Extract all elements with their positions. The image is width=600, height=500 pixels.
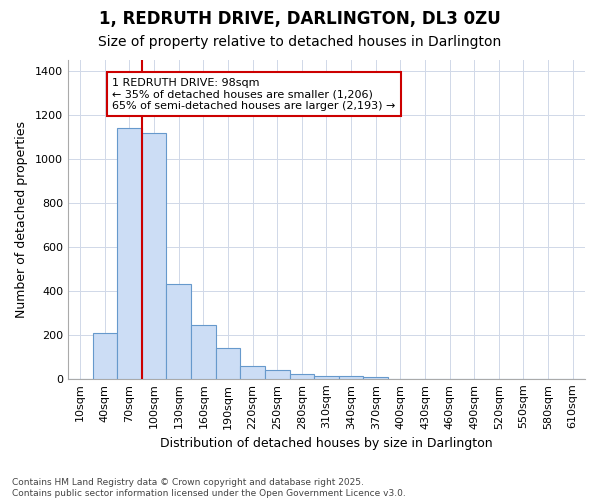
Bar — [314, 376, 339, 379]
Y-axis label: Number of detached properties: Number of detached properties — [15, 121, 28, 318]
Bar — [240, 366, 265, 379]
Bar — [191, 325, 215, 379]
Text: Contains HM Land Registry data © Crown copyright and database right 2025.
Contai: Contains HM Land Registry data © Crown c… — [12, 478, 406, 498]
Bar — [339, 376, 364, 379]
X-axis label: Distribution of detached houses by size in Darlington: Distribution of detached houses by size … — [160, 437, 493, 450]
Bar — [117, 128, 142, 379]
Bar — [215, 348, 240, 379]
Bar — [92, 332, 117, 379]
Text: 1 REDRUTH DRIVE: 98sqm
← 35% of detached houses are smaller (1,206)
65% of semi-: 1 REDRUTH DRIVE: 98sqm ← 35% of detached… — [112, 78, 395, 111]
Bar — [364, 376, 388, 379]
Bar — [142, 132, 166, 379]
Text: Size of property relative to detached houses in Darlington: Size of property relative to detached ho… — [98, 35, 502, 49]
Text: 1, REDRUTH DRIVE, DARLINGTON, DL3 0ZU: 1, REDRUTH DRIVE, DARLINGTON, DL3 0ZU — [99, 10, 501, 28]
Bar — [265, 370, 290, 379]
Bar — [166, 284, 191, 379]
Bar — [290, 374, 314, 379]
